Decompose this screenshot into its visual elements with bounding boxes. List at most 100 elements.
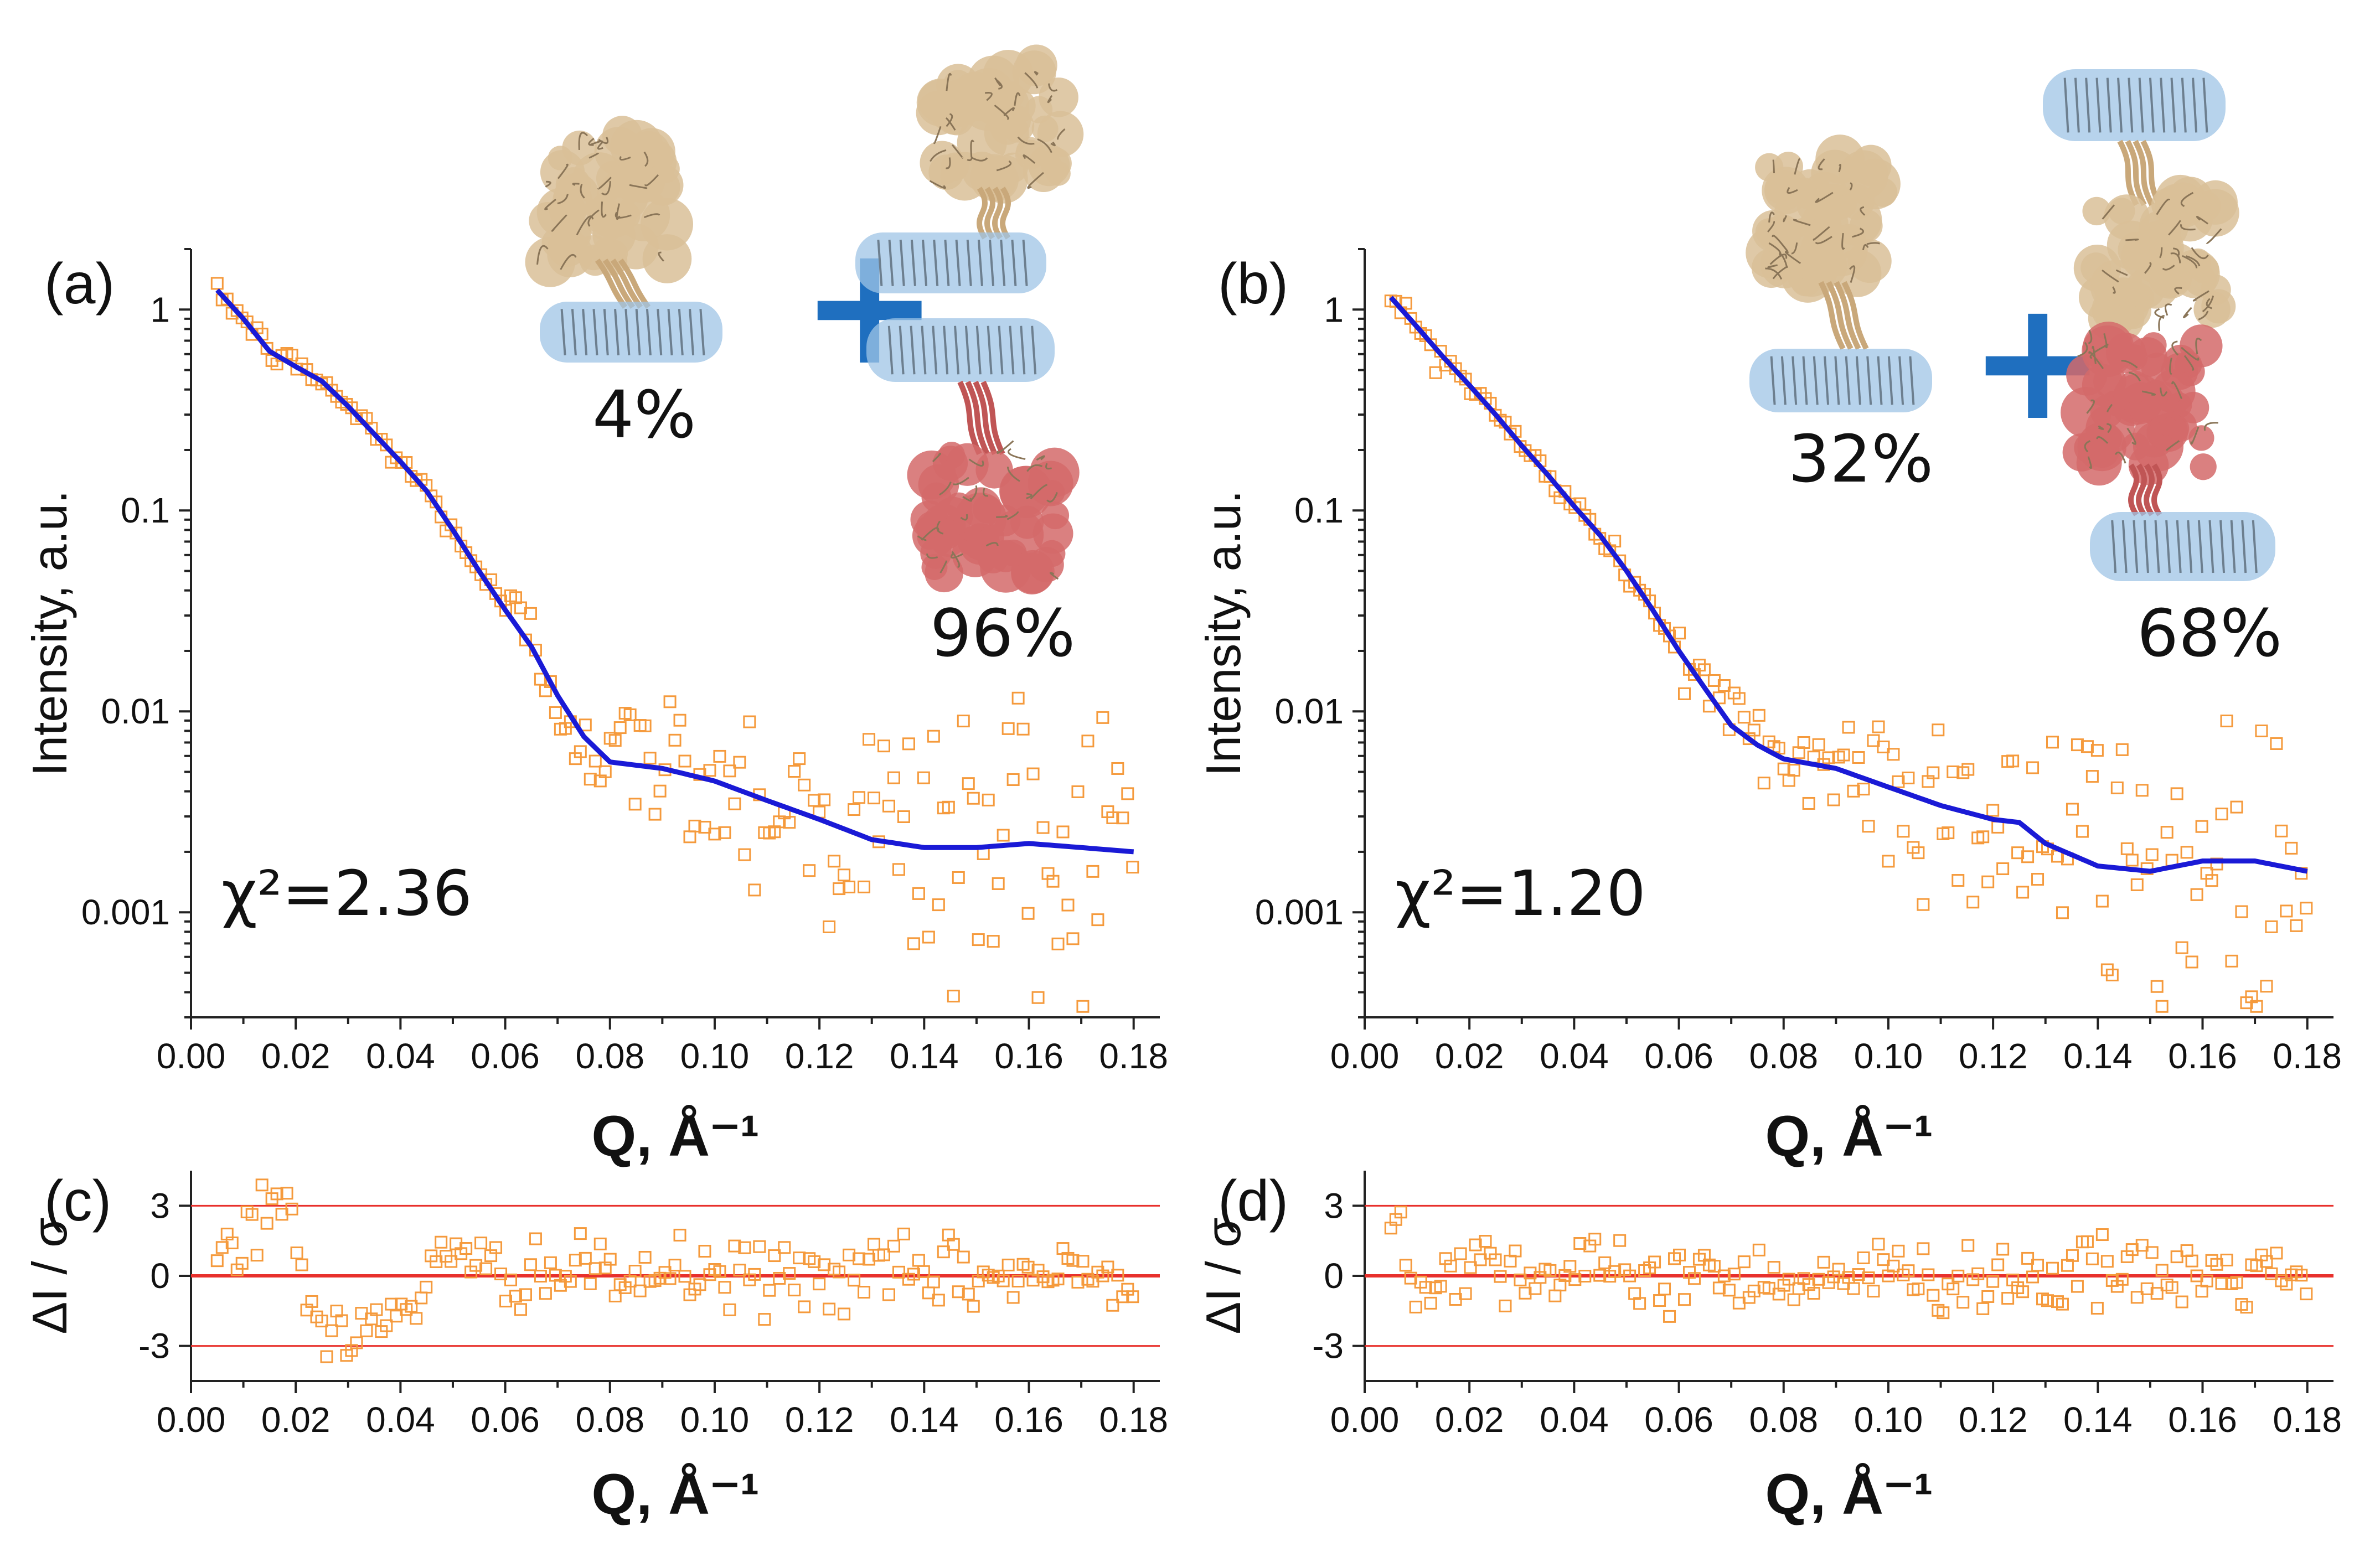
residual-point <box>932 1294 945 1307</box>
protein-coil <box>985 542 999 547</box>
data-point <box>2016 886 2030 899</box>
x-tick-label: 0.12 <box>785 1036 854 1076</box>
protein-coil <box>1767 264 1778 268</box>
residual-point <box>1469 1238 1482 1251</box>
transmembrane-helix <box>699 309 705 355</box>
protein-coil <box>1849 182 1853 191</box>
protein-blob <box>1028 547 1064 583</box>
stalk-helix <box>618 258 651 309</box>
residual-point <box>858 1286 871 1299</box>
protein-coil <box>1006 511 1019 520</box>
inset-percentage: 4% <box>592 376 696 453</box>
data-point <box>1842 721 1855 734</box>
protein-coil <box>2088 329 2093 344</box>
protein-coil <box>933 126 942 144</box>
atp-synthase-head-b2-red <box>2061 322 2223 486</box>
x-tick-label: 0.14 <box>890 1400 959 1440</box>
residual-point <box>1409 1300 1422 1313</box>
atp-synthase-head-a2 <box>916 44 1084 204</box>
x-tick-label: 0.00 <box>157 1036 226 1076</box>
data-point <box>1852 751 1865 764</box>
y-tick-label: 0.1 <box>1294 490 1344 530</box>
panel-label: (a) <box>44 252 115 316</box>
residual-point <box>1648 1255 1661 1269</box>
protein-coil <box>588 152 600 159</box>
residual-point <box>1986 1275 2000 1288</box>
x-tick-label: 0.16 <box>2168 1400 2237 1440</box>
protein-coil <box>1017 136 1035 145</box>
residual-points <box>210 1178 1139 1363</box>
atp-synthase-head-a2-red <box>907 440 1080 595</box>
x-tick-label: 0.06 <box>1644 1400 1713 1440</box>
residual-point <box>2140 1282 2154 1295</box>
protein-coil <box>945 117 956 131</box>
protein-blob <box>2121 344 2148 371</box>
transmembrane-helix <box>1824 356 1830 405</box>
residual-point <box>2265 1267 2278 1280</box>
residual-point <box>833 1265 846 1279</box>
transmembrane-helix <box>944 240 950 286</box>
protein-coil <box>1785 251 1801 265</box>
protein-coil <box>544 199 556 210</box>
transmembrane-helix <box>2095 77 2102 133</box>
data-point <box>1837 748 1850 762</box>
data-point <box>1812 738 1825 751</box>
protein-coil <box>1765 267 1783 280</box>
residual-point <box>315 1315 328 1328</box>
residual-point <box>405 1300 418 1313</box>
y-tick-label: 3 <box>150 1186 170 1225</box>
data-point <box>2031 873 2045 886</box>
membrane-disc <box>540 302 722 363</box>
inset-percentage: 68% <box>2137 595 2282 671</box>
protein-coil <box>536 245 549 265</box>
data-point <box>2250 1000 2263 1013</box>
transmembrane-helix <box>1845 356 1851 405</box>
residual-point <box>2230 1276 2243 1289</box>
protein-coil <box>2107 423 2112 433</box>
inset-percentage: 32% <box>1788 421 1933 497</box>
protein-blob <box>925 554 964 593</box>
data-point <box>1066 932 1080 945</box>
residual-point <box>2150 1287 2164 1300</box>
transmembrane-helix <box>2143 520 2149 573</box>
protein-coil <box>1036 455 1045 461</box>
data-point <box>823 920 836 933</box>
x-tick-label: 0.10 <box>680 1036 750 1076</box>
protein-coil <box>1849 265 1856 283</box>
residual-point <box>380 1319 393 1332</box>
residual-point <box>1051 1273 1065 1286</box>
residual-point <box>788 1284 801 1297</box>
data-point <box>2275 824 2288 837</box>
data-point <box>877 739 890 753</box>
y-axis-label: Intensity, a.u. <box>1196 490 1251 777</box>
data-point <box>713 749 726 763</box>
x-tick-label: 0.08 <box>1749 1400 1818 1440</box>
residual-point <box>1494 1270 1507 1283</box>
residual-point <box>1922 1268 1935 1281</box>
data-point <box>1976 830 1990 844</box>
residual-point <box>768 1249 781 1263</box>
transmembrane-helix <box>1887 356 1893 405</box>
protein-coil <box>1815 192 1834 203</box>
data-point <box>972 933 985 946</box>
residual-point <box>763 1284 776 1297</box>
x-tick-label: 0.16 <box>2168 1036 2237 1076</box>
stalk-helix <box>2133 139 2155 206</box>
residual-point <box>285 1202 298 1216</box>
transmembrane-helix <box>975 325 982 375</box>
data-point <box>1882 855 1895 868</box>
x-axis-label: Q, Å⁻¹ <box>1765 1104 1933 1168</box>
protein-coil <box>2088 351 2104 369</box>
residual-point <box>569 1254 582 1267</box>
transmembrane-helix <box>877 240 883 286</box>
residual-point <box>1509 1244 1522 1258</box>
x-tick-label: 0.18 <box>2273 1036 2342 1076</box>
data-point <box>1897 825 1910 838</box>
structure-insets: 4%+96%32%+68% <box>525 44 2282 671</box>
data-point <box>613 721 627 735</box>
residual-point <box>1499 1299 1512 1312</box>
data-point <box>828 855 841 868</box>
protein-coil <box>1852 227 1865 238</box>
protein-coil <box>967 157 973 162</box>
transmembrane-helix <box>1834 356 1840 405</box>
